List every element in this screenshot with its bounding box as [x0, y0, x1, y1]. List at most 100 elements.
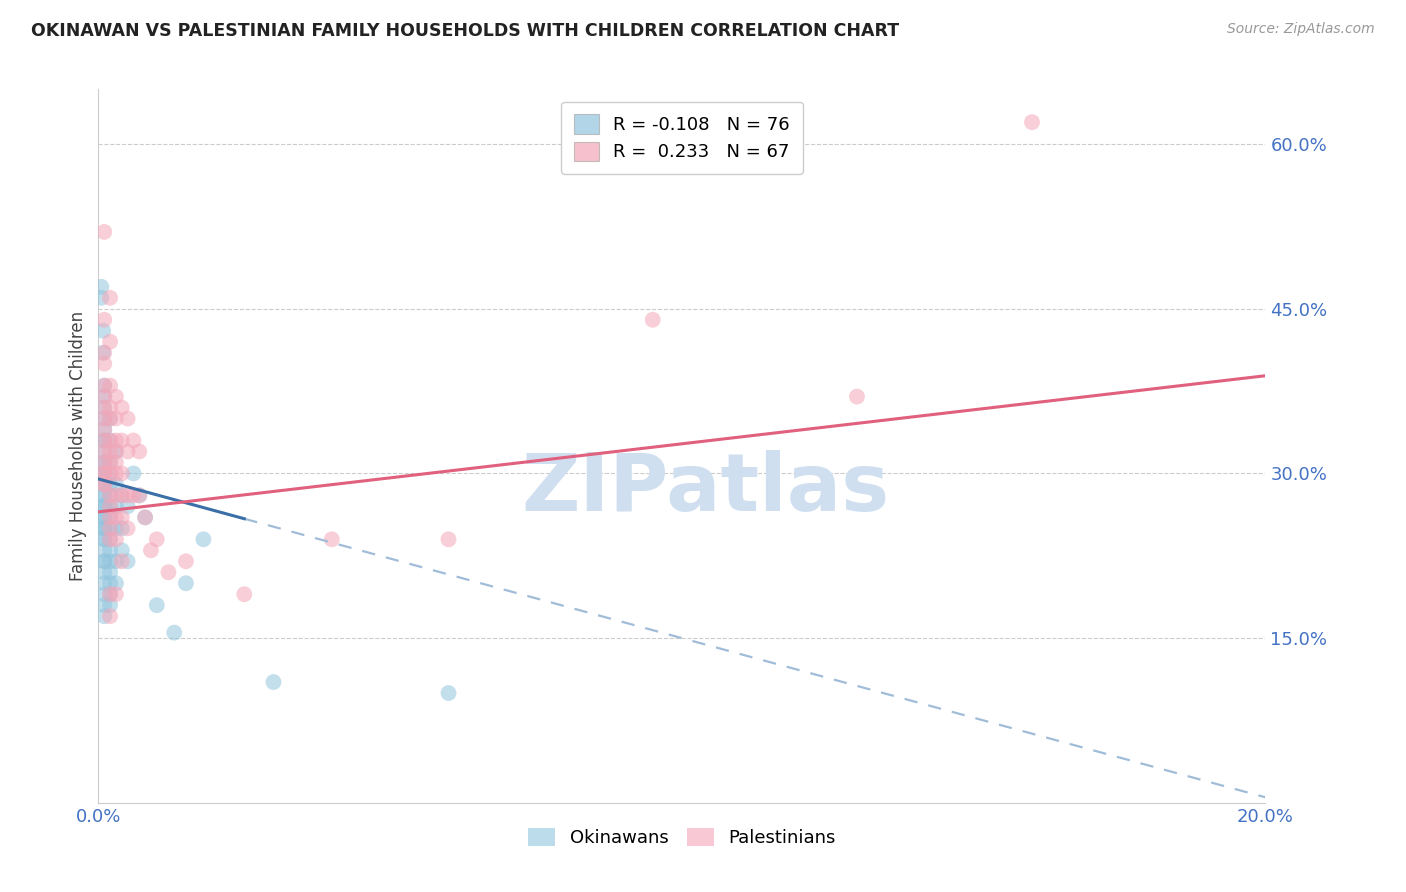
Text: OKINAWAN VS PALESTINIAN FAMILY HOUSEHOLDS WITH CHILDREN CORRELATION CHART: OKINAWAN VS PALESTINIAN FAMILY HOUSEHOLD… [31, 22, 898, 40]
Point [117, 444, 139, 458]
Point [321, 533, 343, 547]
Point [93, 411, 115, 425]
Point [128, 488, 150, 502]
Point [93, 510, 115, 524]
Point [111, 521, 134, 535]
Point [93, 378, 115, 392]
Point [93, 434, 115, 448]
Point [104, 434, 127, 448]
Point [193, 533, 215, 547]
Point [93, 390, 115, 404]
Point [93, 225, 115, 239]
Legend: Okinawans, Palestinians: Okinawans, Palestinians [522, 821, 842, 855]
Point [93, 533, 115, 547]
Point [437, 533, 460, 547]
Point [98, 488, 121, 502]
Point [93, 411, 115, 425]
Point [98, 598, 121, 612]
Point [846, 390, 869, 404]
Point [93, 609, 115, 624]
Point [98, 500, 121, 514]
Point [93, 554, 115, 568]
Point [93, 587, 115, 601]
Point [93, 500, 115, 514]
Point [90, 291, 112, 305]
Point [98, 291, 121, 305]
Point [122, 488, 145, 502]
Point [98, 444, 121, 458]
Point [93, 444, 115, 458]
Point [98, 566, 121, 580]
Point [163, 625, 186, 640]
Point [91, 345, 114, 359]
Point [98, 510, 121, 524]
Point [93, 455, 115, 469]
Point [104, 455, 127, 469]
Point [93, 390, 115, 404]
Point [98, 411, 121, 425]
Point [98, 510, 121, 524]
Point [98, 455, 121, 469]
Point [98, 477, 121, 491]
Point [93, 467, 115, 481]
Y-axis label: Family Households with Children: Family Households with Children [69, 311, 87, 581]
Point [104, 444, 127, 458]
Point [93, 477, 115, 491]
Point [117, 488, 139, 502]
Point [104, 390, 127, 404]
Point [93, 455, 115, 469]
Point [98, 609, 121, 624]
Point [146, 598, 169, 612]
Point [93, 521, 115, 535]
Point [93, 510, 115, 524]
Point [117, 521, 139, 535]
Point [262, 675, 284, 690]
Point [93, 521, 115, 535]
Point [98, 521, 121, 535]
Point [93, 434, 115, 448]
Point [174, 554, 197, 568]
Point [93, 566, 115, 580]
Point [104, 533, 127, 547]
Point [104, 488, 127, 502]
Point [1021, 115, 1043, 129]
Point [111, 401, 134, 415]
Point [93, 455, 115, 469]
Point [93, 598, 115, 612]
Point [134, 510, 156, 524]
Point [93, 477, 115, 491]
Point [93, 467, 115, 481]
Point [98, 467, 121, 481]
Point [93, 434, 115, 448]
Point [93, 521, 115, 535]
Point [104, 510, 127, 524]
Point [146, 533, 169, 547]
Point [117, 554, 139, 568]
Point [93, 543, 115, 558]
Point [98, 521, 121, 535]
Point [93, 488, 115, 502]
Point [93, 510, 115, 524]
Point [93, 467, 115, 481]
Point [641, 312, 664, 326]
Point [104, 500, 127, 514]
Point [98, 378, 121, 392]
Point [98, 401, 121, 415]
Point [111, 488, 134, 502]
Point [98, 533, 121, 547]
Point [98, 543, 121, 558]
Point [98, 576, 121, 591]
Point [93, 423, 115, 437]
Point [98, 500, 121, 514]
Point [98, 455, 121, 469]
Point [104, 467, 127, 481]
Point [93, 500, 115, 514]
Point [90, 280, 112, 294]
Point [98, 533, 121, 547]
Point [134, 510, 156, 524]
Point [111, 434, 134, 448]
Point [93, 467, 115, 481]
Point [139, 543, 162, 558]
Point [93, 423, 115, 437]
Point [93, 576, 115, 591]
